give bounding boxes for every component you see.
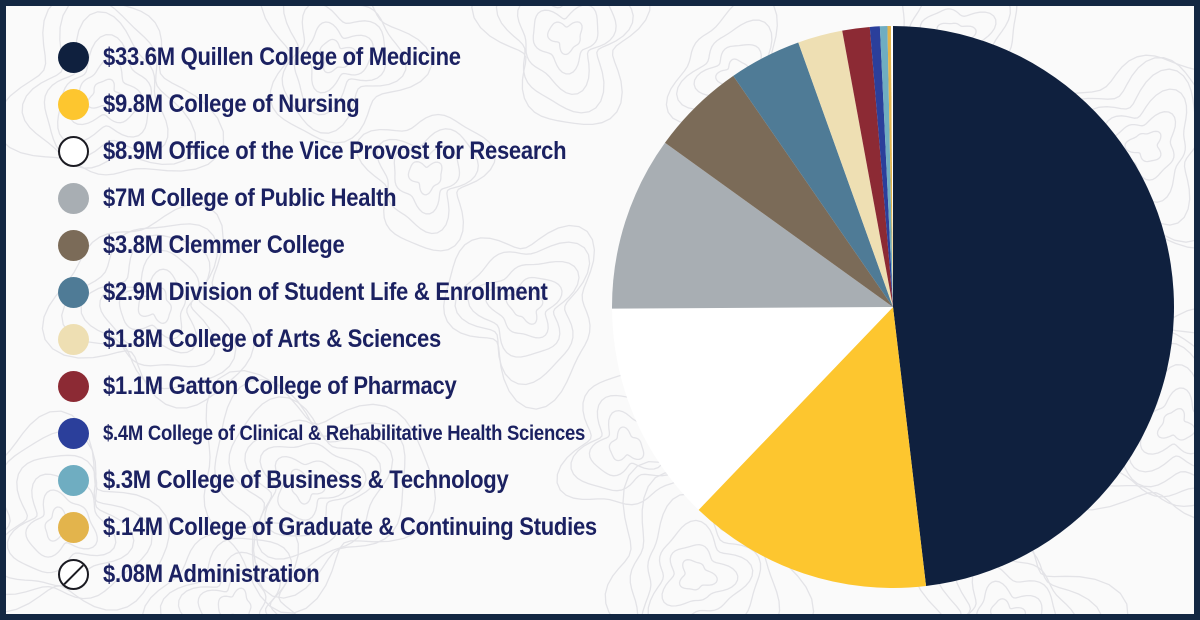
- legend-item-college-of-clinical-rehabilitative-health-sciences: $.4M College of Clinical & Rehabilitativ…: [58, 410, 664, 457]
- legend-swatch-circle: [58, 183, 89, 214]
- legend-item-college-of-nursing: $9.8M College of Nursing: [58, 81, 664, 128]
- legend-label: $8.9M Office of the Vice Provost for Res…: [103, 137, 567, 165]
- pie-chart: [611, 26, 1175, 589]
- legend-swatch-circle: [58, 277, 89, 308]
- legend-item-office-of-vice-provost-for-research: $8.9M Office of the Vice Provost for Res…: [58, 128, 664, 175]
- pie-slice-11: [890, 26, 893, 307]
- legend-label: $2.9M Division of Student Life & Enrollm…: [103, 278, 548, 306]
- legend-label: $.14M College of Graduate & Continuing S…: [103, 513, 597, 541]
- legend-label: $.4M College of Clinical & Rehabilitativ…: [103, 421, 586, 445]
- legend-label: $.08M Administration: [103, 560, 320, 588]
- legend-label: $1.1M Gatton College of Pharmacy: [103, 372, 457, 400]
- legend-swatch-circle: [58, 89, 89, 120]
- legend-item-administration: $.08M Administration: [58, 551, 664, 598]
- legend-label: $1.8M College of Arts & Sciences: [103, 325, 441, 353]
- pie-slice-6: [798, 30, 893, 307]
- chart-legend: $33.6M Quillen College of Medicine $9.8M…: [58, 34, 664, 598]
- pie-slice-0: [893, 26, 1175, 587]
- pie-slice-5: [733, 42, 893, 307]
- legend-item-division-of-student-life-enrollment: $2.9M Division of Student Life & Enrollm…: [58, 269, 664, 316]
- legend-item-college-of-business-technology: $.3M College of Business & Technology: [58, 457, 664, 504]
- pie-slice-3: [611, 142, 893, 309]
- legend-item-college-of-public-health: $7M College of Public Health: [58, 175, 664, 222]
- pie-slice-1: [698, 307, 927, 589]
- pie-slice-8: [869, 26, 893, 308]
- legend-label: $3.8M Clemmer College: [103, 231, 345, 259]
- legend-label: $33.6M Quillen College of Medicine: [103, 43, 461, 71]
- legend-label: $.3M College of Business & Technology: [103, 466, 509, 494]
- legend-swatch-circle-outlined: [58, 136, 89, 167]
- legend-swatch-circle: [58, 371, 89, 402]
- pie-slice-2: [612, 307, 893, 510]
- pie-slice-7: [842, 26, 893, 308]
- legend-swatch-circle: [58, 230, 89, 261]
- legend-swatch-circle: [58, 324, 89, 355]
- pie-slice-4: [664, 75, 893, 307]
- legend-swatch-circle-slashed: [58, 559, 89, 590]
- legend-swatch-circle: [58, 42, 89, 73]
- legend-item-college-of-arts-sciences: $1.8M College of Arts & Sciences: [58, 316, 664, 363]
- pie-slice-9: [879, 26, 893, 308]
- legend-item-clemmer-college: $3.8M Clemmer College: [58, 222, 664, 269]
- pie-slice-10: [887, 26, 893, 307]
- legend-item-gatton-college-of-pharmacy: $1.1M Gatton College of Pharmacy: [58, 363, 664, 410]
- legend-label: $9.8M College of Nursing: [103, 90, 360, 118]
- legend-item-college-of-graduate-continuing-studies: $.14M College of Graduate & Continuing S…: [58, 504, 664, 551]
- legend-swatch-circle: [58, 418, 89, 449]
- legend-swatch-circle: [58, 465, 89, 496]
- legend-label: $7M College of Public Health: [103, 184, 397, 212]
- legend-item-quillen-college-of-medicine: $33.6M Quillen College of Medicine: [58, 34, 664, 81]
- legend-swatch-circle: [58, 512, 89, 543]
